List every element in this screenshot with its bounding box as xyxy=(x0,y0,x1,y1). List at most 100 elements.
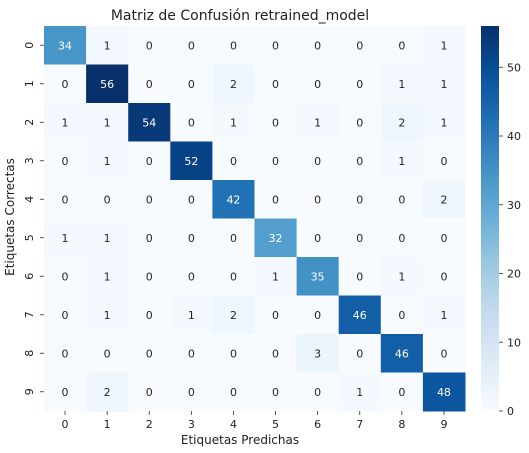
cell-value-label: 0 xyxy=(62,155,69,168)
heatmap-cell xyxy=(128,141,171,181)
cell-value-label: 32 xyxy=(269,232,283,245)
cell-value-label: 0 xyxy=(104,347,111,360)
cell-value-label: 1 xyxy=(440,78,447,91)
heatmap-cell xyxy=(86,295,129,335)
cell-value-label: 0 xyxy=(314,78,321,91)
heatmap-cell xyxy=(296,218,340,258)
cell-value-label: 1 xyxy=(398,155,405,168)
heatmap-cell xyxy=(380,257,424,296)
heatmap-cell xyxy=(338,257,382,296)
cell-value-label: 0 xyxy=(398,309,405,322)
heatmap-cell xyxy=(128,295,171,335)
cell-value-label: 0 xyxy=(230,232,237,245)
cell-value-label: 0 xyxy=(188,39,195,52)
heatmap-cell xyxy=(338,180,382,219)
cell-value-label: 2 xyxy=(230,78,237,91)
heatmap-cell xyxy=(296,257,340,296)
x-tick-label: 4 xyxy=(230,418,237,431)
heatmap-cell xyxy=(296,295,340,335)
cell-value-label: 46 xyxy=(395,347,409,360)
cell-value-label: 0 xyxy=(146,347,153,360)
cell-value-label: 0 xyxy=(62,386,69,399)
y-tick-label: 5 xyxy=(23,234,36,241)
heatmap-cell xyxy=(128,218,171,258)
heatmap-cell xyxy=(422,103,466,142)
heatmap-cell xyxy=(128,180,171,219)
x-tick-label: 0 xyxy=(62,418,69,431)
colorbar-tick-label: 50 xyxy=(507,61,521,74)
heatmap-cell xyxy=(422,257,466,296)
heatmap-cell xyxy=(212,295,255,335)
heatmap-cell xyxy=(338,141,382,181)
cell-value-label: 1 xyxy=(440,39,447,52)
heatmap-cell xyxy=(254,295,298,335)
heatmap-cell xyxy=(170,218,213,258)
heatmap-cell xyxy=(422,334,466,373)
cell-value-label: 0 xyxy=(356,232,363,245)
cell-value-label: 0 xyxy=(272,309,279,322)
colorbar-tick-label: 40 xyxy=(507,130,521,143)
heatmap-cell xyxy=(212,26,255,65)
cell-value-label: 0 xyxy=(314,155,321,168)
heatmap-cell xyxy=(296,334,340,373)
cell-value-label: 0 xyxy=(230,270,237,283)
heatmap-cell xyxy=(44,180,87,219)
cell-value-label: 0 xyxy=(398,193,405,206)
heatmap-cell xyxy=(44,334,87,373)
cell-value-label: 2 xyxy=(230,309,237,322)
x-tick-label: 5 xyxy=(272,418,279,431)
heatmap-cell xyxy=(296,103,340,142)
cell-value-label: 0 xyxy=(62,193,69,206)
cell-value-label: 2 xyxy=(440,193,447,206)
y-tick-label: 6 xyxy=(23,273,36,280)
heatmap-cell xyxy=(254,180,298,219)
heatmap-cell xyxy=(128,334,171,373)
x-tick-label: 2 xyxy=(146,418,153,431)
cell-value-label: 0 xyxy=(272,39,279,52)
heatmap-cell xyxy=(44,218,87,258)
colorbar xyxy=(481,26,499,411)
cell-value-label: 0 xyxy=(440,270,447,283)
cell-value-label: 1 xyxy=(272,270,279,283)
heatmap-cell xyxy=(128,103,171,142)
cell-value-label: 1 xyxy=(356,386,363,399)
y-axis-ticks: 0 1 2 3 4 5 6 7 8 9 xyxy=(23,42,44,395)
heatmap-cell xyxy=(212,103,255,142)
cell-value-label: 2 xyxy=(104,386,111,399)
heatmap-cell xyxy=(422,26,466,65)
cell-value-label: 1 xyxy=(104,116,111,129)
heatmap-cell xyxy=(170,295,213,335)
cell-value-label: 3 xyxy=(314,347,321,360)
heatmap-cell xyxy=(380,103,424,142)
heatmap-cell xyxy=(380,141,424,181)
heatmap-cell xyxy=(422,180,466,219)
heatmap-cell xyxy=(170,64,213,104)
heatmap-cell xyxy=(254,26,298,65)
heatmap-cell xyxy=(212,257,255,296)
cell-value-label: 0 xyxy=(146,155,153,168)
heatmap-cell xyxy=(254,372,298,412)
heatmap-cell xyxy=(170,141,213,181)
cell-value-label: 0 xyxy=(146,78,153,91)
cell-value-label: 0 xyxy=(146,39,153,52)
heatmap-cell xyxy=(170,180,213,219)
cell-value-label: 52 xyxy=(184,155,198,168)
heatmap-cell xyxy=(212,180,255,219)
heatmap-cell xyxy=(86,26,129,65)
heatmap-cell xyxy=(86,334,129,373)
x-axis-label: Etiquetas Predichas xyxy=(181,433,299,447)
cell-value-label: 1 xyxy=(104,232,111,245)
heatmap-cell xyxy=(296,141,340,181)
cell-value-label: 0 xyxy=(62,270,69,283)
cell-value-label: 0 xyxy=(272,116,279,129)
y-tick-label: 7 xyxy=(23,311,36,318)
cell-value-label: 0 xyxy=(188,386,195,399)
heatmap-cell xyxy=(254,218,298,258)
heatmap-cell xyxy=(212,334,255,373)
heatmap-cell xyxy=(338,372,382,412)
cell-value-label: 0 xyxy=(146,232,153,245)
heatmap-cell xyxy=(86,180,129,219)
heatmap-cell xyxy=(128,64,171,104)
cell-value-label: 0 xyxy=(272,78,279,91)
heatmap-cell xyxy=(44,64,87,104)
